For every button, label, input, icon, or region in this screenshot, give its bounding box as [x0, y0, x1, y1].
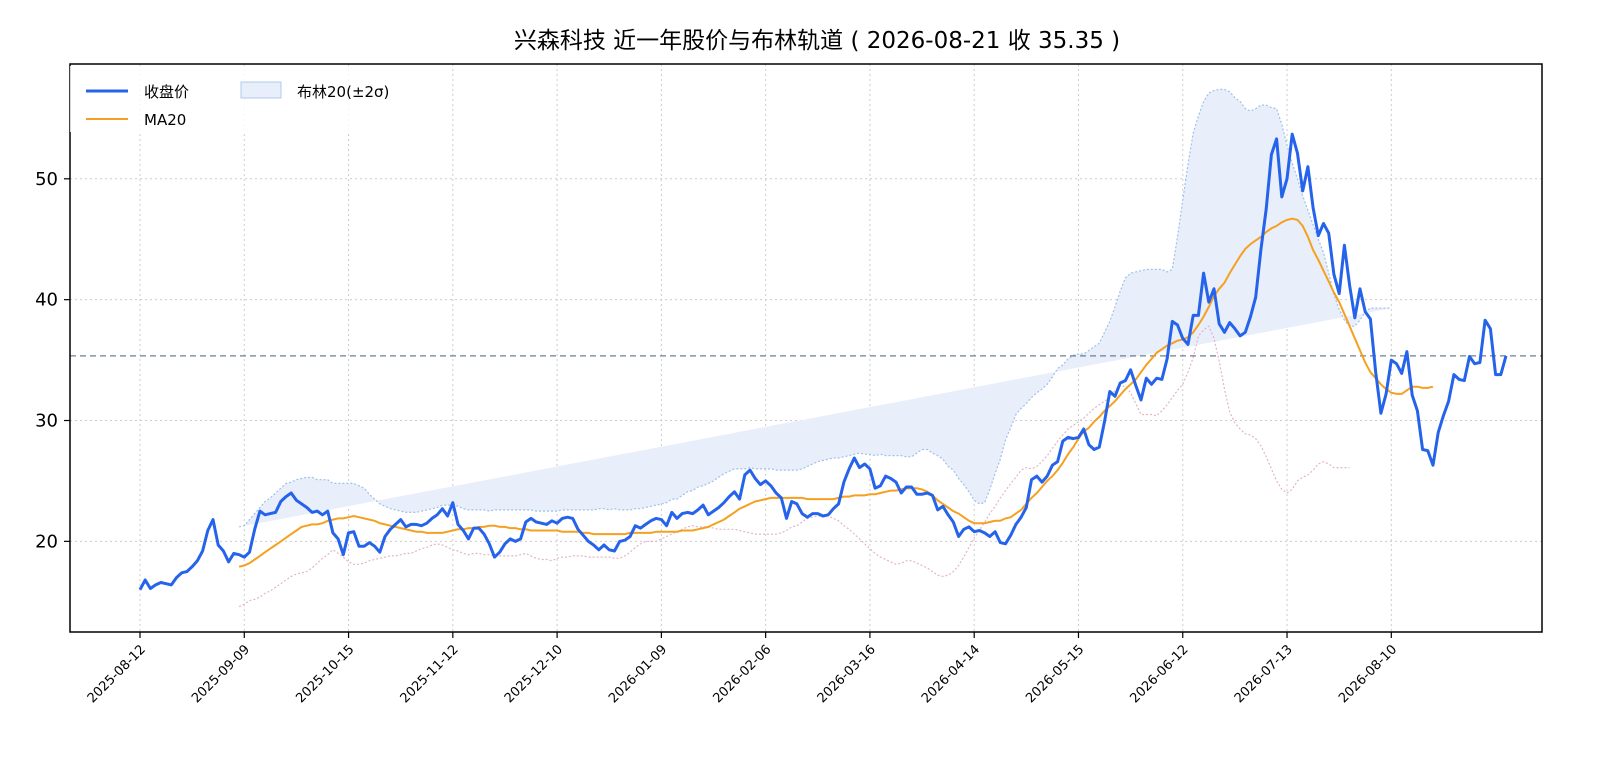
x-tick-label: 2025-10-15 — [293, 642, 357, 706]
lower-band-line — [238, 325, 1350, 608]
x-tick-label: 2026-04-14 — [919, 642, 983, 706]
x-tick-label: 2025-12-10 — [502, 642, 566, 706]
legend: 收盘价 MA20 布林20(±2σ) — [70, 66, 415, 132]
close-price-line — [138, 132, 1508, 591]
y-tick-label: 50 — [35, 169, 58, 190]
legend-band-label: 布林20(±2σ) — [297, 83, 389, 101]
plot-frame — [69, 63, 1543, 633]
grid-lines — [70, 64, 1542, 632]
legend-band-swatch — [240, 81, 282, 99]
y-tick-label: 30 — [35, 411, 58, 432]
y-tick-label: 20 — [35, 531, 58, 552]
band-fill — [239, 89, 1392, 527]
legend-ma-label: MA20 — [144, 111, 186, 129]
x-tick-label: 2026-05-15 — [1023, 642, 1087, 706]
legend-close-label: 收盘价 — [144, 83, 189, 101]
x-tick-label: 2025-11-12 — [398, 642, 462, 706]
axes: 20 30 40 50 2025-08-12 2025-09-09 2025-10-15 20… — [35, 63, 1543, 706]
bollinger-band — [238, 88, 1392, 608]
y-tick-label: 40 — [35, 290, 58, 311]
x-tick-label: 2026-07-13 — [1232, 642, 1296, 706]
x-tick-label: 2026-06-12 — [1128, 642, 1192, 706]
series-lines — [70, 132, 1542, 591]
chart-title: 兴森科技 近一年股价与布林轨道 ( 2026-08-21 收 35.35 ) — [514, 28, 1120, 54]
x-tick-label: 2025-09-09 — [189, 642, 253, 706]
upper-band-line — [238, 88, 1392, 528]
x-tick-label: 2025-08-12 — [85, 642, 149, 706]
ma20-line — [238, 217, 1434, 568]
x-tick-label: 2026-08-10 — [1336, 642, 1400, 706]
x-tick-label: 2026-01-09 — [606, 642, 670, 706]
legend-background — [70, 66, 415, 132]
x-tick-label: 2026-03-16 — [815, 642, 879, 706]
x-tick-label: 2026-02-06 — [710, 642, 774, 706]
